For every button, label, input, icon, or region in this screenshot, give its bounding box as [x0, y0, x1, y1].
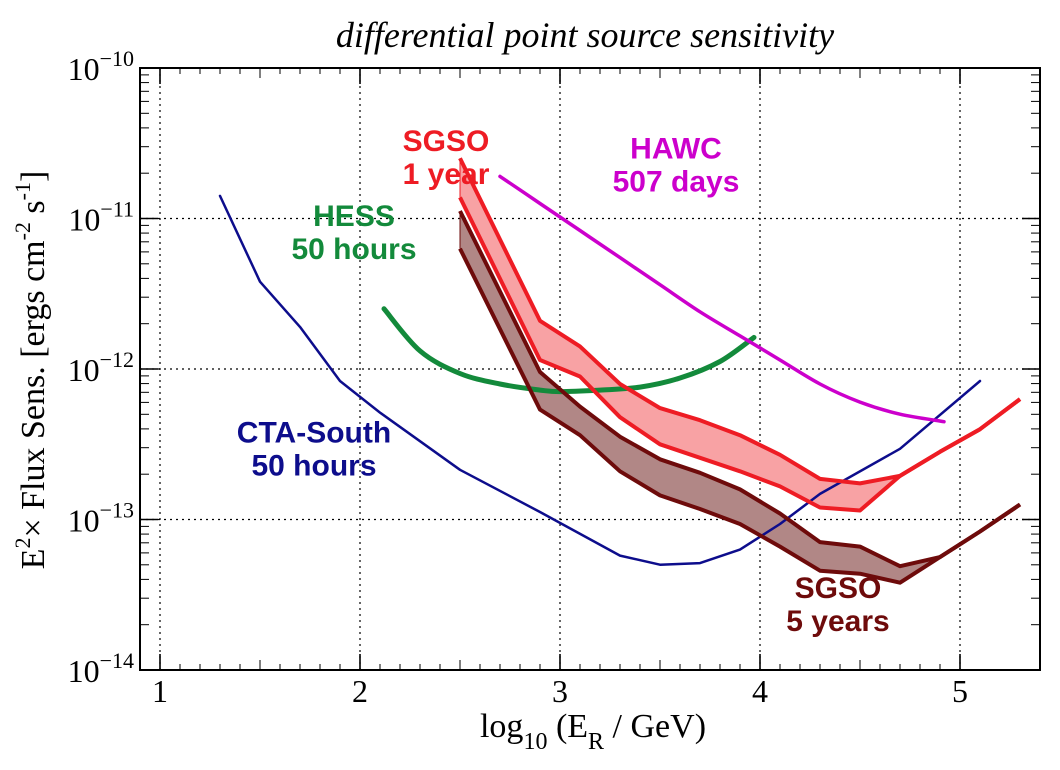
line-layer	[218, 157, 1022, 585]
hawc-507-days-line	[498, 174, 946, 424]
y-tick-label: 10−12	[68, 347, 134, 388]
chart-title: differential point source sensitivity	[336, 15, 834, 55]
sgso-5-years-label: SGSO 5 years	[786, 572, 889, 638]
sgso-5-years-band-fill	[460, 211, 1020, 583]
sgso-1-year-band-fill	[460, 158, 1020, 511]
x-axis-label: log10 (ER / GeV)	[480, 708, 706, 755]
y-axis-label: E2× Flux Sens. [ergs cm-2 s-1]	[10, 171, 52, 570]
sgso-5-years-lower-line	[458, 247, 1022, 585]
cta-south-50-hours-line	[218, 194, 982, 566]
y-tick-label: 10−13	[68, 498, 134, 539]
x-tick-label: 1	[152, 673, 168, 709]
y-tick-label: 10−14	[68, 648, 134, 689]
sgso-1-year-label: SGSO 1 year	[403, 125, 490, 191]
sgso-1-year-lower-line	[458, 196, 1022, 513]
y-tick-label: 10−11	[68, 197, 134, 238]
hess-50-hours-label: HESS 50 hours	[291, 200, 416, 266]
x-tick-label: 4	[752, 673, 768, 709]
x-tick-label: 5	[952, 673, 968, 709]
band-layer	[460, 158, 1020, 583]
sgso-5-years-upper-line	[458, 210, 1022, 569]
cta-south-50-hours-label: CTA-South 50 hours	[237, 417, 391, 483]
tick-labels: 1 2 3 4 5 10−10 10−11 10−12 10−13 10−14	[68, 46, 968, 709]
hawc-507-days-label: HAWC 507 days	[613, 132, 740, 198]
y-tick-label: 10−10	[68, 46, 134, 87]
x-tick-label: 2	[352, 673, 368, 709]
x-tick-label: 3	[552, 673, 568, 709]
axis-ticks	[140, 67, 1040, 671]
series-labels: SGSO 1 year HAWC 507 days HESS 50 hours CTA-So…	[237, 125, 890, 638]
